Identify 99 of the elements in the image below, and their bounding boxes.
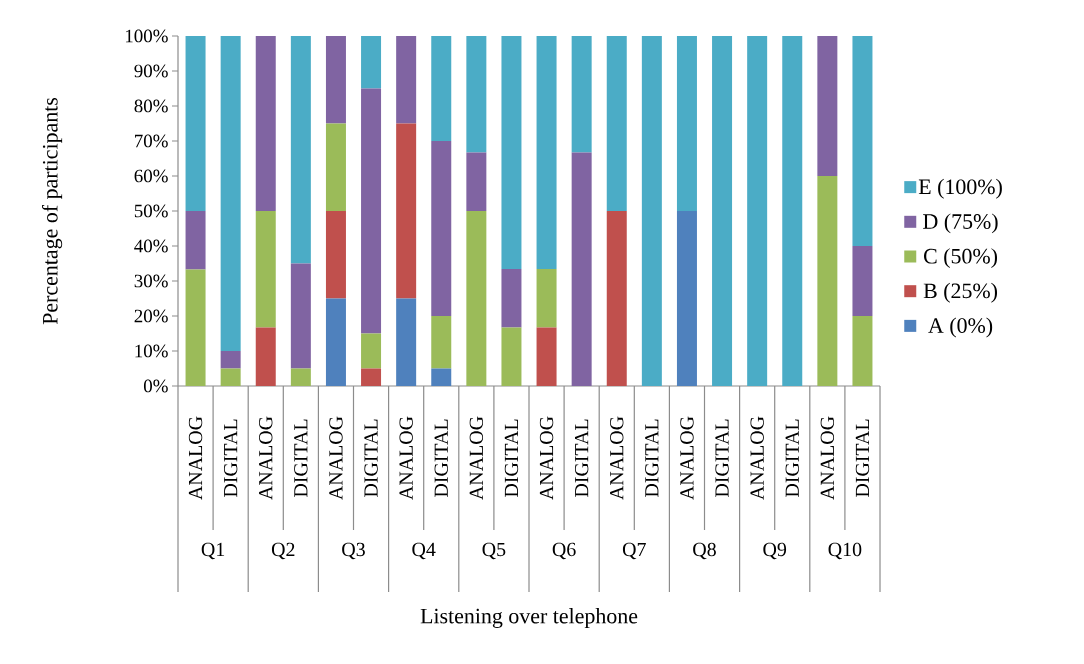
x-tick-label: DIGITAL	[715, 419, 729, 498]
text: Q2	[271, 542, 295, 560]
text: Q8	[693, 542, 716, 560]
legend-label: C (50%)	[924, 248, 998, 269]
bar	[782, 36, 803, 386]
text: Q9	[763, 542, 787, 560]
bar	[466, 152, 487, 211]
bar	[396, 36, 417, 124]
bar	[466, 36, 487, 153]
text: Q1	[201, 542, 225, 560]
bar	[255, 211, 276, 328]
bar	[712, 36, 733, 386]
bar	[536, 36, 557, 270]
bar	[571, 36, 592, 153]
legend-label: E (100%)	[918, 178, 1002, 199]
y-tick-label: 20%	[134, 309, 168, 323]
bar	[361, 36, 382, 89]
bar	[325, 123, 346, 211]
y-tick-label: 100%	[125, 29, 168, 43]
x-tick-label: ANALOG	[610, 416, 624, 500]
bar	[676, 36, 697, 211]
bar	[396, 298, 417, 386]
bar	[536, 327, 557, 386]
bar	[361, 333, 382, 369]
bar	[676, 211, 697, 386]
legend-label: D (75%)	[923, 213, 998, 234]
bar	[361, 368, 382, 386]
bar	[290, 368, 311, 386]
x-tick-label: ANALOG	[259, 416, 273, 500]
y-tick-label: 50%	[134, 204, 168, 218]
bar	[185, 36, 206, 211]
bar	[185, 211, 206, 270]
bar	[852, 36, 873, 246]
y-tick-label: 0%	[143, 379, 168, 393]
x-tick-label: DIGITAL	[855, 419, 870, 498]
x-tick-label: ANALOG	[750, 416, 764, 500]
x-tick-label: ANALOG	[820, 416, 835, 500]
bar	[255, 327, 276, 386]
bar	[571, 152, 592, 386]
bar	[290, 36, 311, 264]
bar	[325, 36, 346, 124]
x-tick-label: DIGITAL	[785, 419, 799, 498]
legend-label: B (25%)	[923, 282, 998, 303]
bar	[220, 36, 241, 351]
x-tick-label: ANALOG	[469, 416, 484, 500]
bar	[606, 36, 627, 211]
y-tick-label: 60%	[134, 169, 168, 183]
bar	[641, 36, 662, 386]
bar	[606, 211, 627, 386]
bar	[466, 211, 487, 386]
x-tick-label: ANALOG	[188, 416, 203, 500]
text: Q4	[412, 542, 436, 560]
bar	[185, 269, 206, 386]
text: Q5	[482, 542, 506, 560]
x-tick-label: DIGITAL	[645, 419, 659, 498]
bar	[431, 141, 452, 316]
x-tick-label: DIGITAL	[294, 419, 308, 498]
bar	[290, 263, 311, 369]
y-tick-label: 40%	[134, 239, 168, 253]
bar	[747, 36, 768, 386]
bar	[396, 123, 417, 299]
bar	[220, 368, 241, 386]
legend-label: A (0%)	[928, 317, 993, 338]
bar	[817, 36, 838, 176]
bar	[361, 88, 382, 334]
bar	[852, 316, 873, 386]
text: Q3	[342, 542, 365, 560]
bar	[501, 327, 522, 386]
x-axis-title: Listening over telephone	[420, 608, 638, 628]
y-tick-label: 90%	[134, 64, 168, 78]
x-tick-label: ANALOG	[329, 416, 343, 500]
y-tick-label: 30%	[134, 274, 168, 288]
x-tick-label: DIGITAL	[504, 419, 519, 498]
bar	[431, 316, 452, 369]
bar	[817, 176, 838, 386]
bar	[431, 368, 452, 386]
x-tick-label: DIGITAL	[574, 419, 589, 498]
y-tick-label: 80%	[134, 99, 168, 113]
bar	[501, 36, 522, 270]
x-tick-label: DIGITAL	[223, 419, 238, 498]
text: Q7	[622, 542, 646, 560]
text: Q10	[828, 542, 862, 560]
bar	[501, 269, 522, 328]
bar	[220, 351, 241, 369]
bar	[255, 36, 276, 211]
y-tick-label: 10%	[135, 344, 168, 358]
x-tick-label: ANALOG	[539, 416, 554, 500]
y-tick-label: 70%	[135, 134, 168, 148]
bar	[325, 298, 346, 386]
x-tick-label: DIGITAL	[364, 419, 378, 498]
y-axis-title: Percentage of participants	[41, 97, 63, 325]
bar	[431, 36, 452, 141]
bar	[536, 269, 557, 328]
x-tick-label: ANALOG	[680, 416, 694, 500]
bar	[325, 211, 346, 299]
x-tick-label: ANALOG	[399, 416, 413, 500]
text: Q6	[552, 542, 576, 560]
bar	[852, 246, 873, 316]
x-tick-label: DIGITAL	[434, 419, 448, 498]
